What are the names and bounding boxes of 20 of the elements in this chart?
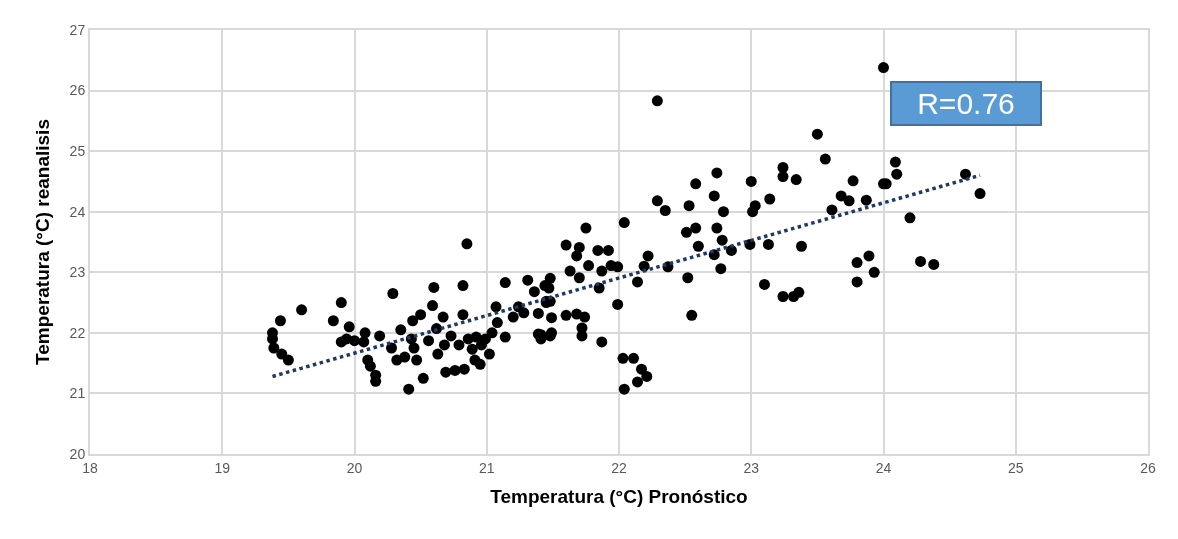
- x-tick-label: 20: [346, 459, 363, 476]
- x-axis-title: Temperatura (°C) Pronóstico: [490, 486, 748, 508]
- x-tick-label: 22: [611, 459, 627, 476]
- y-tick-label: 23: [69, 264, 86, 281]
- x-tick-label: 24: [875, 459, 892, 476]
- y-tick-label: 27: [69, 21, 86, 38]
- y-tick-label: 21: [69, 385, 86, 402]
- y-axis-title: Temperatura (°C) reanalisis: [31, 119, 53, 365]
- x-tick-label: 21: [478, 459, 495, 476]
- x-tick-label: 26: [1140, 459, 1156, 476]
- x-tick-label: 23: [743, 459, 760, 476]
- x-tick-label: 19: [214, 459, 231, 476]
- y-tick-label: 22: [69, 324, 86, 341]
- annotation: R=0.76: [917, 87, 1015, 120]
- x-tick-label: 18: [82, 459, 98, 476]
- y-tick-label: 20: [69, 445, 86, 462]
- x-tick-label: 25: [1007, 459, 1024, 476]
- y-tick-label: 24: [69, 203, 86, 220]
- y-tick-label: 25: [69, 143, 86, 160]
- y-tick-label: 26: [69, 82, 86, 99]
